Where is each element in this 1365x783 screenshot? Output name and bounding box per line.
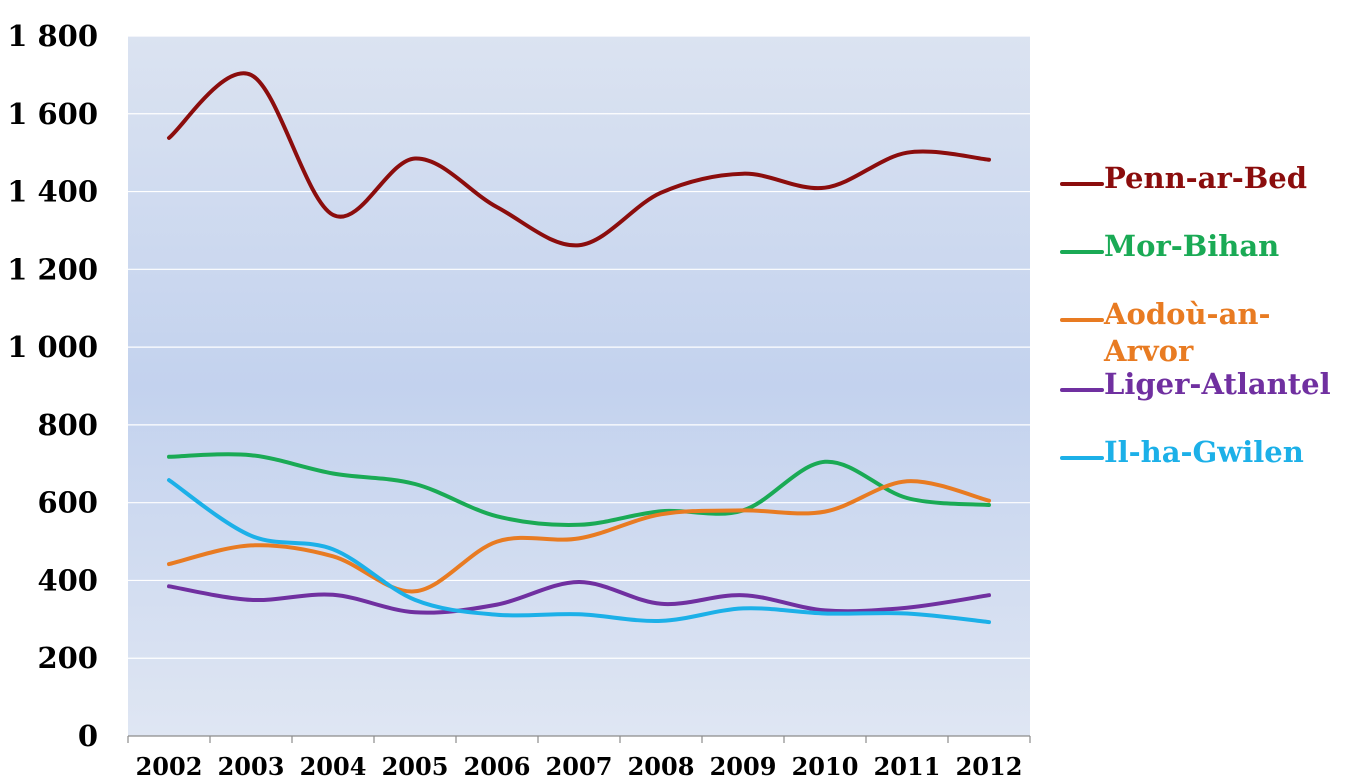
legend-swatch <box>1060 250 1104 254</box>
plot-area <box>128 36 1030 736</box>
legend-label: Mor-Bihan <box>1104 229 1280 263</box>
y-tick-label: 0 <box>78 719 98 753</box>
y-tick-label: 1 000 <box>7 330 98 364</box>
legend-swatch <box>1060 182 1104 186</box>
x-axis-tick-labels: 2002 2003 2004 2005 2006 2007 2008 2009 2010 2011… <box>136 752 1023 781</box>
legend-swatch <box>1060 318 1104 322</box>
y-tick-label: 200 <box>37 641 98 675</box>
x-tick-label: 2002 <box>136 752 203 781</box>
legend-label: Il-ha-Gwilen <box>1104 435 1304 469</box>
series-line-penn-ar-bed <box>167 71 991 248</box>
axes <box>127 735 1031 743</box>
y-tick-label: 1 200 <box>7 252 98 286</box>
y-tick-label: 1 600 <box>7 97 98 131</box>
series-line-il-ha-gwilen <box>167 478 991 625</box>
x-tick-label: 2008 <box>628 752 695 781</box>
legend-label: Aodoù-an-Arvor <box>1104 297 1271 368</box>
legend-label: Penn-ar-Bed <box>1104 161 1308 195</box>
legend-swatch <box>1060 388 1104 392</box>
x-tick-label: 2003 <box>218 752 285 781</box>
x-tick-label: 2010 <box>792 752 859 781</box>
x-tick-label: 2012 <box>956 752 1023 781</box>
x-tick-label: 2007 <box>546 752 613 781</box>
y-tick-label: 800 <box>37 408 98 442</box>
x-tick-label: 2005 <box>382 752 449 781</box>
y-tick-label: 1 400 <box>7 175 98 209</box>
y-axis-tick-labels: 0 200 400 600 800 1 000 1 200 1 400 1 600 1 800 <box>7 19 98 753</box>
y-tick-label: 1 800 <box>7 19 98 53</box>
x-tick-label: 2011 <box>874 752 941 781</box>
x-tick-label: 2009 <box>710 752 777 781</box>
y-tick-label: 600 <box>37 486 98 520</box>
series-lines <box>167 71 991 625</box>
x-tick-label: 2004 <box>300 752 367 781</box>
x-tick-label: 2006 <box>464 752 531 781</box>
legend-label: Liger-Atlantel <box>1104 367 1331 401</box>
series-line-liger-atlantel <box>167 579 991 615</box>
series-line-aodo-an-arvor <box>167 479 991 594</box>
legend-swatch <box>1060 456 1104 460</box>
y-tick-label: 400 <box>37 563 98 597</box>
series-line-mor-bihan <box>167 452 991 527</box>
